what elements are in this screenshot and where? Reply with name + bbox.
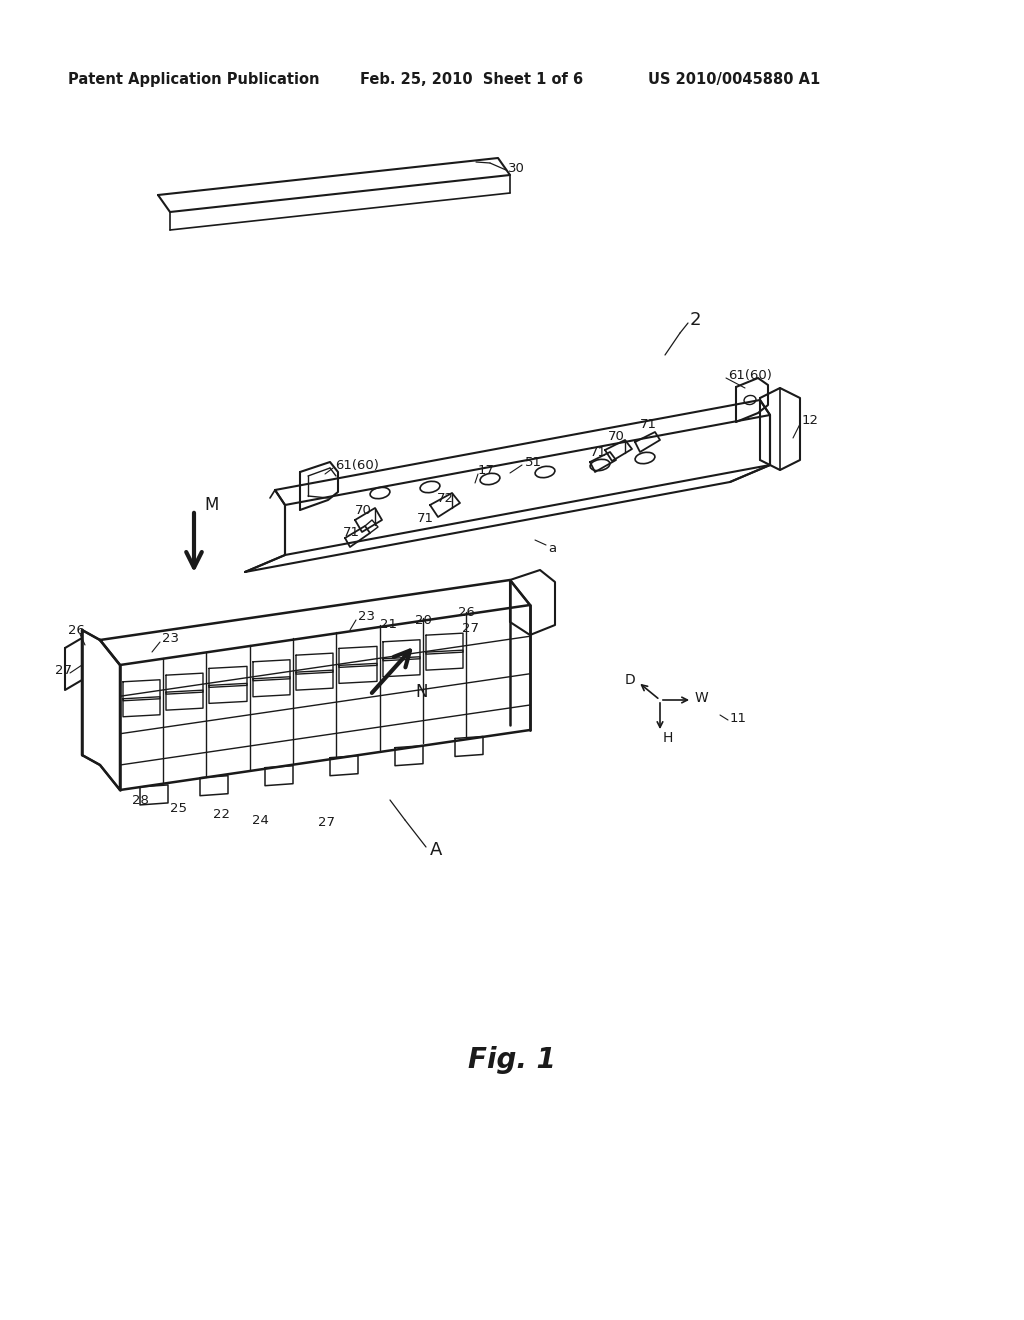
Text: 25: 25: [170, 801, 187, 814]
Text: 71: 71: [417, 511, 434, 524]
Text: D: D: [625, 673, 636, 686]
Text: 71: 71: [640, 418, 657, 432]
Text: a: a: [548, 541, 556, 554]
Text: 23: 23: [162, 631, 179, 644]
Text: 70: 70: [608, 430, 625, 444]
Text: 27: 27: [55, 664, 72, 676]
Text: Feb. 25, 2010  Sheet 1 of 6: Feb. 25, 2010 Sheet 1 of 6: [360, 73, 583, 87]
Text: 30: 30: [508, 161, 525, 174]
Text: 61(60): 61(60): [728, 368, 772, 381]
Text: W: W: [695, 690, 709, 705]
Text: US 2010/0045880 A1: US 2010/0045880 A1: [648, 73, 820, 87]
Text: Fig. 1: Fig. 1: [468, 1045, 556, 1074]
Text: 22: 22: [213, 808, 230, 821]
Text: 26: 26: [68, 623, 85, 636]
Text: 27: 27: [318, 816, 335, 829]
Text: 23: 23: [358, 610, 375, 623]
Text: 21: 21: [380, 619, 397, 631]
Text: H: H: [663, 731, 674, 744]
Text: 12: 12: [802, 413, 819, 426]
Text: Patent Application Publication: Patent Application Publication: [68, 73, 319, 87]
Text: 2: 2: [690, 312, 701, 329]
Text: 24: 24: [252, 813, 269, 826]
Text: 72: 72: [437, 491, 454, 504]
Text: 17: 17: [478, 463, 495, 477]
Text: A: A: [430, 841, 442, 859]
Text: 61(60): 61(60): [335, 458, 379, 471]
Text: 20: 20: [415, 614, 432, 627]
Text: 71: 71: [590, 446, 607, 459]
Text: M: M: [204, 496, 218, 513]
Text: 71: 71: [343, 525, 360, 539]
Text: 28: 28: [132, 793, 148, 807]
Text: 27: 27: [462, 622, 479, 635]
Text: 11: 11: [730, 711, 746, 725]
Text: 70: 70: [355, 503, 372, 516]
Text: 51: 51: [525, 455, 542, 469]
Text: N: N: [415, 682, 427, 701]
Text: 26: 26: [458, 606, 475, 619]
